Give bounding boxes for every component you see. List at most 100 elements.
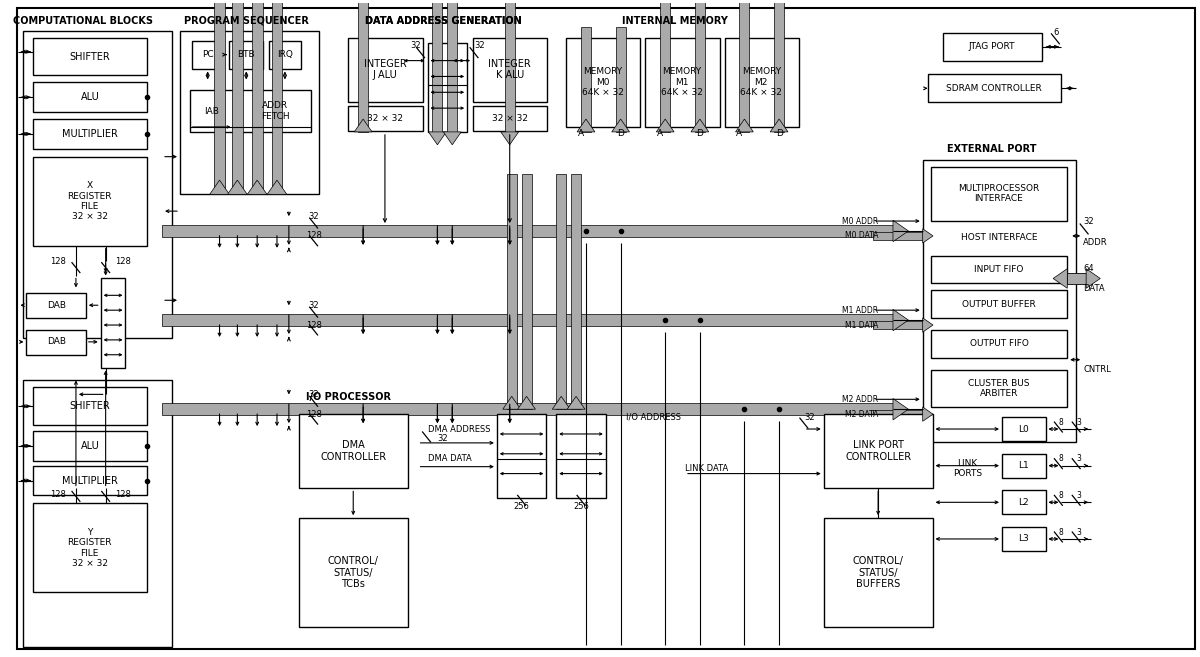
Bar bbox=[1067, 273, 1086, 284]
Bar bbox=[571, 173, 581, 409]
Text: IAB: IAB bbox=[204, 106, 220, 116]
Text: I/O PROCESSOR: I/O PROCESSOR bbox=[306, 392, 391, 402]
Polygon shape bbox=[923, 229, 932, 243]
Bar bbox=[162, 225, 893, 237]
Bar bbox=[931, 330, 1067, 357]
Bar bbox=[566, 38, 641, 127]
Text: 64: 64 bbox=[1084, 264, 1093, 273]
Text: DMA
CONTROLLER: DMA CONTROLLER bbox=[320, 440, 386, 462]
Bar bbox=[192, 41, 223, 68]
Text: MULTIPLIER: MULTIPLIER bbox=[62, 129, 118, 139]
Bar bbox=[34, 119, 148, 148]
Text: M1 DATA: M1 DATA bbox=[845, 321, 878, 330]
Text: M2 DATA: M2 DATA bbox=[845, 410, 878, 419]
Polygon shape bbox=[268, 180, 287, 194]
Text: DAB: DAB bbox=[47, 338, 66, 346]
Text: INPUT FIFO: INPUT FIFO bbox=[974, 265, 1024, 274]
Bar bbox=[26, 293, 86, 318]
Polygon shape bbox=[247, 180, 266, 194]
Text: 3: 3 bbox=[1076, 528, 1081, 537]
Bar bbox=[506, 173, 517, 409]
Bar bbox=[1002, 417, 1045, 441]
Bar bbox=[34, 431, 148, 461]
Bar bbox=[581, 27, 590, 132]
Bar bbox=[271, 0, 282, 194]
Text: D: D bbox=[617, 129, 624, 139]
Bar bbox=[931, 370, 1067, 407]
Text: L3: L3 bbox=[1019, 534, 1030, 543]
Text: A: A bbox=[737, 129, 743, 139]
Text: 32: 32 bbox=[438, 434, 448, 443]
Text: EXTERNAL PORT: EXTERNAL PORT bbox=[947, 144, 1037, 154]
Bar bbox=[34, 38, 148, 76]
Text: 3: 3 bbox=[1076, 454, 1081, 463]
Bar bbox=[1002, 527, 1045, 551]
Bar bbox=[646, 38, 720, 127]
Polygon shape bbox=[893, 220, 908, 242]
Polygon shape bbox=[428, 132, 446, 145]
Text: 32: 32 bbox=[308, 212, 319, 221]
Bar bbox=[162, 403, 893, 415]
Bar bbox=[473, 38, 547, 102]
Polygon shape bbox=[612, 119, 630, 132]
Text: SHIFTER: SHIFTER bbox=[70, 52, 110, 62]
Bar bbox=[34, 156, 148, 246]
Bar bbox=[239, 90, 311, 132]
Text: LINK DATA: LINK DATA bbox=[685, 464, 728, 473]
Bar bbox=[931, 256, 1067, 283]
Bar bbox=[26, 330, 86, 355]
Polygon shape bbox=[552, 396, 570, 409]
Text: BTB: BTB bbox=[238, 50, 256, 59]
Text: SHIFTER: SHIFTER bbox=[70, 401, 110, 411]
Bar bbox=[180, 31, 318, 194]
Text: 3: 3 bbox=[1076, 418, 1081, 426]
Text: 128: 128 bbox=[115, 490, 132, 499]
Text: COMPUTATIONAL BLOCKS: COMPUTATIONAL BLOCKS bbox=[13, 16, 152, 26]
Polygon shape bbox=[893, 399, 908, 420]
Text: M2 ADDR: M2 ADDR bbox=[842, 395, 878, 404]
Text: HOST INTERFACE: HOST INTERFACE bbox=[961, 233, 1037, 242]
Bar bbox=[269, 41, 301, 68]
Bar bbox=[931, 290, 1067, 318]
Text: 32: 32 bbox=[804, 413, 815, 422]
Polygon shape bbox=[500, 132, 518, 145]
Text: 8: 8 bbox=[1058, 454, 1063, 463]
Bar bbox=[497, 414, 546, 499]
Bar bbox=[34, 503, 148, 593]
Text: Y
REGISTER
FILE
32 × 32: Y REGISTER FILE 32 × 32 bbox=[67, 528, 112, 568]
Text: 256: 256 bbox=[514, 502, 529, 510]
Bar bbox=[427, 43, 467, 132]
Text: DMA ADDRESS: DMA ADDRESS bbox=[427, 424, 490, 434]
Bar bbox=[252, 0, 263, 194]
Bar bbox=[557, 414, 606, 499]
Text: 32: 32 bbox=[1084, 217, 1093, 225]
Bar bbox=[473, 106, 547, 131]
Polygon shape bbox=[736, 119, 754, 132]
Polygon shape bbox=[923, 318, 932, 332]
Polygon shape bbox=[656, 119, 674, 132]
Polygon shape bbox=[893, 309, 908, 330]
Text: PC: PC bbox=[202, 50, 214, 59]
Text: LINK PORT
CONTROLLER: LINK PORT CONTROLLER bbox=[845, 440, 911, 462]
Polygon shape bbox=[443, 132, 461, 145]
Bar bbox=[34, 388, 148, 425]
Text: MEMORY
M0
64K × 32: MEMORY M0 64K × 32 bbox=[582, 68, 624, 97]
Text: 32 × 32: 32 × 32 bbox=[367, 114, 403, 123]
Bar bbox=[34, 82, 148, 112]
Text: INTEGER
J ALU: INTEGER J ALU bbox=[364, 58, 407, 80]
Text: D: D bbox=[775, 129, 782, 139]
Text: M1 ADDR: M1 ADDR bbox=[842, 306, 878, 315]
Text: MEMORY
M2
64K × 32: MEMORY M2 64K × 32 bbox=[740, 68, 782, 97]
Text: DATA ADDRESS GENERATION: DATA ADDRESS GENERATION bbox=[365, 16, 522, 26]
Bar bbox=[24, 31, 172, 338]
Text: CONTROL/
STATUS/
TCBs: CONTROL/ STATUS/ TCBs bbox=[328, 556, 379, 589]
Bar bbox=[1002, 490, 1045, 514]
Polygon shape bbox=[1054, 269, 1067, 288]
Text: ALU: ALU bbox=[80, 441, 100, 451]
Text: 8: 8 bbox=[1058, 528, 1063, 537]
Text: 3: 3 bbox=[1076, 491, 1081, 500]
Text: SDRAM CONTROLLER: SDRAM CONTROLLER bbox=[946, 84, 1042, 93]
Bar bbox=[774, 0, 784, 132]
Text: 8: 8 bbox=[1058, 418, 1063, 426]
Text: 256: 256 bbox=[574, 502, 589, 510]
